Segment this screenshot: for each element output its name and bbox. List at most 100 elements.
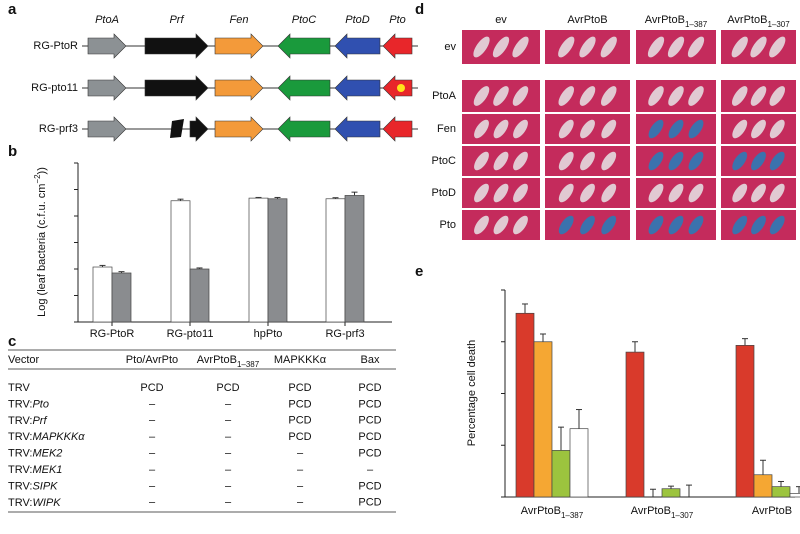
panel-label: b [8, 143, 17, 160]
streak [731, 86, 748, 106]
table-vector-gene: MEK1 [32, 464, 62, 476]
streak [558, 151, 574, 171]
streak [769, 183, 785, 203]
streak [601, 151, 617, 171]
streak [647, 36, 665, 58]
streak [579, 86, 596, 106]
table-vector: TRV:MAPKKKα [8, 431, 85, 443]
table-cell: PCD [358, 431, 381, 443]
streak [769, 215, 785, 235]
streak [600, 36, 617, 58]
table-vector: TRV [8, 382, 30, 394]
streak [751, 119, 766, 139]
streak [474, 151, 489, 171]
streak [668, 183, 684, 203]
y-axis-title: Log (leaf bacteria (c.f.u. cm−2)) [33, 167, 48, 317]
streak [512, 36, 529, 58]
streak [473, 36, 490, 58]
table-cell: – [149, 448, 156, 460]
gene-fragment [170, 119, 184, 138]
table-cell: PCD [288, 431, 311, 443]
table-vector-text: TRV: [8, 448, 32, 460]
streak [558, 86, 575, 106]
streak [558, 183, 574, 203]
x-tick-label-sub: 1–387 [561, 511, 584, 520]
streak [648, 183, 664, 203]
y-axis-title: Percentage cell death [466, 340, 478, 446]
gene-arrow [334, 116, 381, 142]
panel-label: c [8, 333, 16, 350]
table-cell: PCD [358, 448, 381, 460]
gene-arrow [277, 75, 331, 101]
x-tick-label: RG-PtoR [90, 328, 135, 340]
streak [601, 119, 617, 139]
streak [731, 36, 748, 58]
table-cell: – [225, 431, 232, 443]
streak [769, 86, 786, 106]
x-tick-label: RG-pto11 [167, 328, 214, 340]
table-vector: TRV:Prf [8, 415, 47, 427]
plate-column-label: AvrPtoB [567, 14, 607, 26]
gene-arrow [87, 75, 127, 101]
streak [688, 183, 704, 203]
streak [473, 86, 490, 106]
table-header-text: AvrPtoB [197, 354, 237, 366]
plate-row-label: Pto [439, 219, 456, 231]
table-cell: – [225, 398, 232, 410]
streak [688, 119, 704, 139]
streak [512, 86, 529, 106]
table-header: Vector [8, 354, 40, 366]
table-vector-gene: Prf [32, 415, 47, 427]
table-cell: PCD [288, 382, 311, 394]
panel-label: d [415, 1, 424, 18]
gene-label: Fen [230, 14, 249, 26]
gene-arrow [144, 33, 209, 59]
table-cell: PCD [358, 398, 381, 410]
table-cell: PCD [358, 415, 381, 427]
table-cell: – [297, 448, 304, 460]
table-vector-text: TRV: [8, 398, 32, 410]
streak [492, 36, 510, 58]
table-cell: PCD [140, 382, 163, 394]
table-vector: TRV:MEK1 [8, 464, 62, 476]
streak [580, 151, 595, 171]
bar [569, 428, 589, 498]
plate-column-label: ev [495, 14, 507, 26]
gene-label: PtoA [95, 14, 119, 26]
plate-row-label: Fen [437, 123, 456, 135]
table-cell: – [225, 464, 232, 476]
construct-label: RG-prf3 [39, 123, 78, 135]
gene-arrow [214, 33, 264, 59]
streak [580, 119, 595, 139]
table-cell: – [297, 480, 304, 492]
x-tick-label-text: AvrPtoB [521, 505, 561, 517]
y-axis-title-tail: )) [36, 167, 48, 174]
streak [474, 215, 489, 235]
streak [769, 151, 785, 171]
gene-arrow [334, 75, 381, 101]
plate-row-label: PtoC [432, 155, 457, 167]
bar [267, 198, 288, 323]
table-cell: – [149, 431, 156, 443]
streak [648, 215, 664, 235]
streak [579, 36, 596, 58]
plate-column-label-sub: 1–307 [767, 20, 790, 29]
table-vector-gene: MAPKKKα [32, 431, 85, 443]
plate-column-label-sub: 1–387 [685, 20, 708, 29]
streak [668, 86, 684, 106]
table-cell: – [149, 464, 156, 476]
streak [600, 86, 617, 106]
construct-label: RG-pto11 [31, 82, 78, 94]
streak [668, 119, 684, 139]
plate-row-label: PtoD [432, 187, 457, 199]
table-vector-gene: MEK2 [32, 448, 62, 460]
streak [513, 151, 528, 171]
streak [668, 215, 684, 235]
bar [771, 486, 791, 498]
streak [513, 183, 528, 203]
gene-arrow [277, 33, 331, 59]
bar [325, 198, 346, 323]
bar [170, 200, 191, 323]
gene-arrow [144, 75, 209, 101]
plate-column-label-text: AvrPtoB [727, 14, 767, 26]
